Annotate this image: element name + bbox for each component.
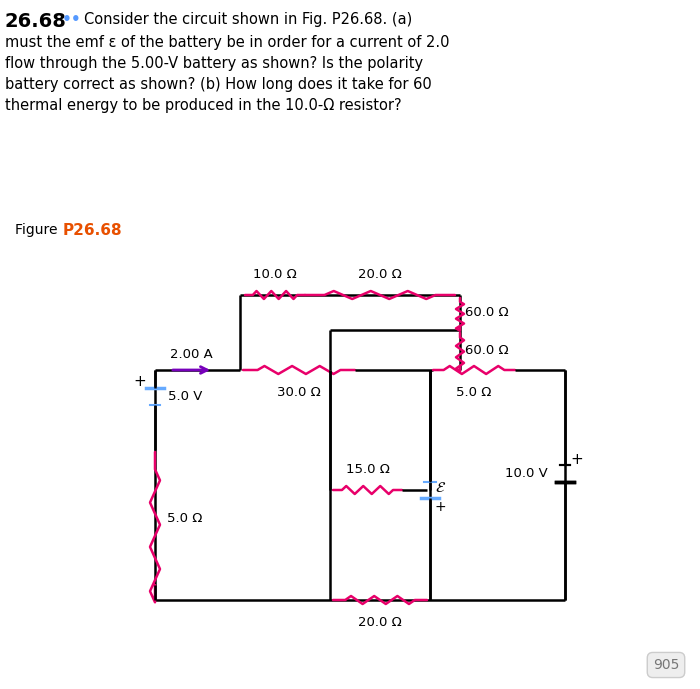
- Text: 20.0 Ω: 20.0 Ω: [358, 616, 402, 629]
- Text: 905: 905: [653, 658, 679, 672]
- Text: Figure: Figure: [15, 223, 62, 237]
- Text: 10.0 V: 10.0 V: [505, 467, 547, 480]
- Text: flow through the 5.00-V battery as shown? Is the polarity: flow through the 5.00-V battery as shown…: [5, 56, 423, 71]
- Text: 26.68: 26.68: [5, 12, 67, 31]
- Text: 30.0 Ω: 30.0 Ω: [277, 386, 321, 399]
- Text: 2.00 A: 2.00 A: [170, 348, 213, 361]
- Text: 5.0 Ω: 5.0 Ω: [167, 512, 202, 525]
- Text: 10.0 Ω: 10.0 Ω: [253, 268, 297, 281]
- Text: 60.0 Ω: 60.0 Ω: [465, 306, 509, 319]
- Text: battery correct as shown? (b) How long does it take for 60: battery correct as shown? (b) How long d…: [5, 77, 432, 92]
- Text: $\mathcal{E}$: $\mathcal{E}$: [435, 480, 446, 495]
- Text: 5.0 V: 5.0 V: [168, 390, 202, 403]
- Text: Consider the circuit shown in Fig. P26.68. (a): Consider the circuit shown in Fig. P26.6…: [84, 12, 412, 27]
- Text: +: +: [570, 451, 583, 466]
- Text: 5.0 Ω: 5.0 Ω: [456, 386, 491, 399]
- Text: 60.0 Ω: 60.0 Ω: [465, 344, 509, 356]
- Text: must the emf ε of the battery be in order for a current of 2.0: must the emf ε of the battery be in orde…: [5, 35, 449, 50]
- Text: thermal energy to be produced in the 10.0-Ω resistor?: thermal energy to be produced in the 10.…: [5, 98, 402, 113]
- Text: 15.0 Ω: 15.0 Ω: [346, 463, 389, 476]
- Text: ••: ••: [62, 12, 82, 27]
- Text: +: +: [435, 500, 447, 514]
- Text: 20.0 Ω: 20.0 Ω: [358, 268, 402, 281]
- Text: P26.68: P26.68: [63, 223, 122, 238]
- Text: +: +: [134, 373, 146, 389]
